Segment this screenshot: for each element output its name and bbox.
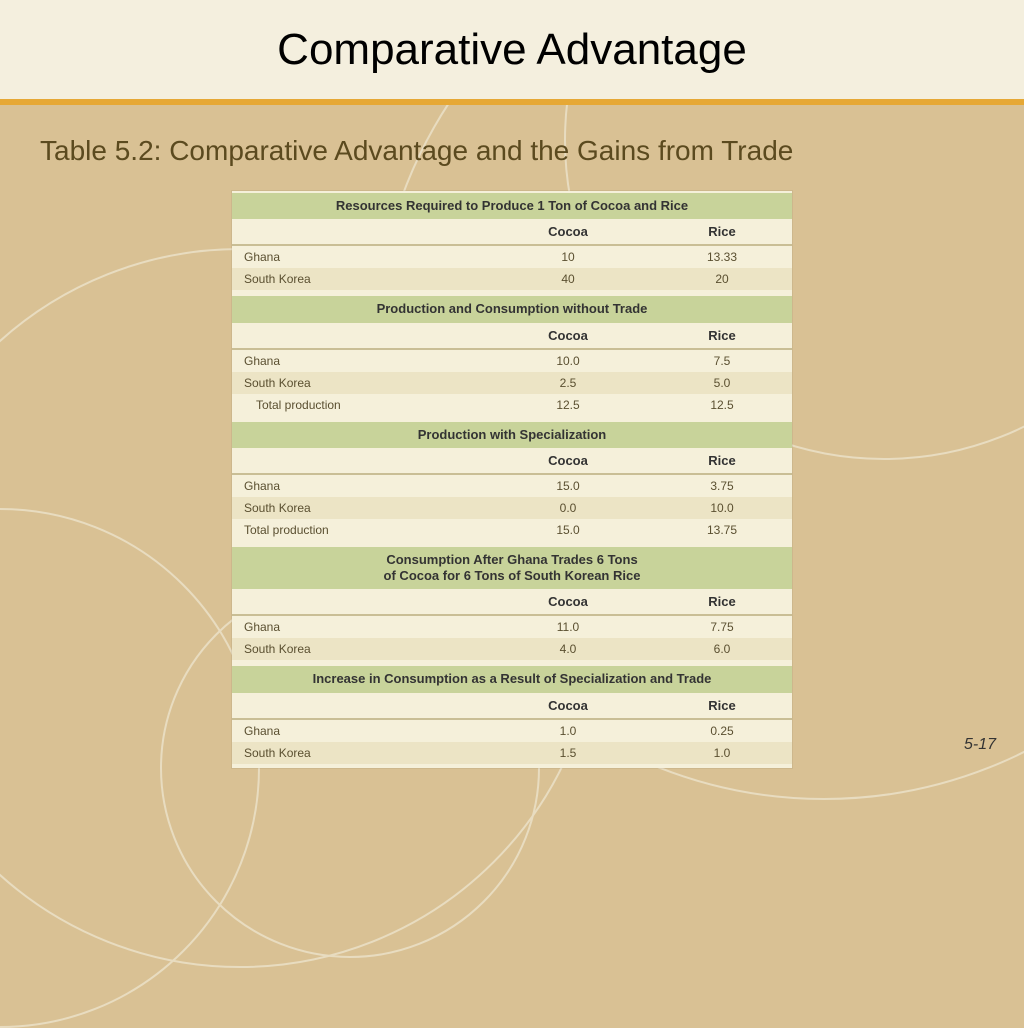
cell-rice: 13.75 xyxy=(652,523,792,537)
column-header-blank xyxy=(232,594,484,609)
column-header-rice: Rice xyxy=(652,224,792,239)
row-label: South Korea xyxy=(232,376,484,390)
column-header-cocoa: Cocoa xyxy=(484,698,652,713)
section-body: Ghana1.00.25South Korea1.51.0 xyxy=(232,720,792,768)
cell-cocoa: 15.0 xyxy=(484,523,652,537)
table-row: South Korea0.010.0 xyxy=(232,497,792,519)
cell-rice: 12.5 xyxy=(652,398,792,412)
column-header-cocoa: Cocoa xyxy=(484,594,652,609)
title-band: Comparative Advantage xyxy=(0,0,1024,105)
table-caption: Table 5.2: Comparative Advantage and the… xyxy=(40,135,984,167)
table-row: Ghana1013.33 xyxy=(232,246,792,268)
column-header-blank xyxy=(232,698,484,713)
page-number: 5-17 xyxy=(964,736,996,754)
decorative-arc xyxy=(0,508,260,1028)
table-row: Ghana10.07.5 xyxy=(232,350,792,372)
cell-cocoa: 1.5 xyxy=(484,746,652,760)
row-label: South Korea xyxy=(232,501,484,515)
cell-cocoa: 10 xyxy=(484,250,652,264)
table-row: South Korea4020 xyxy=(232,268,792,290)
row-label: Ghana xyxy=(232,724,484,738)
cell-rice: 7.5 xyxy=(652,354,792,368)
cell-rice: 1.0 xyxy=(652,746,792,760)
row-label: South Korea xyxy=(232,746,484,760)
section-body: Ghana1013.33South Korea4020 xyxy=(232,246,792,294)
table-row: South Korea2.55.0 xyxy=(232,372,792,394)
row-label: Total production xyxy=(232,398,484,412)
column-header-blank xyxy=(232,224,484,239)
page-title: Comparative Advantage xyxy=(277,25,747,75)
column-header-rice: Rice xyxy=(652,328,792,343)
cell-rice: 20 xyxy=(652,272,792,286)
section-body: Ghana11.07.75South Korea4.06.0 xyxy=(232,616,792,664)
cell-cocoa: 1.0 xyxy=(484,724,652,738)
table-row: South Korea1.51.0 xyxy=(232,742,792,764)
row-label: Ghana xyxy=(232,620,484,634)
column-header-row: CocoaRice xyxy=(232,693,792,720)
cell-cocoa: 12.5 xyxy=(484,398,652,412)
column-header-row: CocoaRice xyxy=(232,448,792,475)
section-header: Increase in Consumption as a Result of S… xyxy=(232,664,792,692)
row-label: South Korea xyxy=(232,272,484,286)
section-body: Ghana15.03.75South Korea0.010.0Total pro… xyxy=(232,475,792,545)
cell-rice: 3.75 xyxy=(652,479,792,493)
section-body: Ghana10.07.5South Korea2.55.0Total produ… xyxy=(232,350,792,420)
column-header-rice: Rice xyxy=(652,594,792,609)
section-header: Resources Required to Produce 1 Ton of C… xyxy=(232,191,792,219)
row-label: Ghana xyxy=(232,354,484,368)
row-label: Ghana xyxy=(232,479,484,493)
column-header-blank xyxy=(232,328,484,343)
cell-rice: 6.0 xyxy=(652,642,792,656)
column-header-cocoa: Cocoa xyxy=(484,453,652,468)
cell-rice: 5.0 xyxy=(652,376,792,390)
table-row: Total production12.512.5 xyxy=(232,394,792,416)
table-row: Ghana1.00.25 xyxy=(232,720,792,742)
cell-cocoa: 0.0 xyxy=(484,501,652,515)
column-header-rice: Rice xyxy=(652,453,792,468)
row-label: Ghana xyxy=(232,250,484,264)
section-header: Consumption After Ghana Trades 6 Tonsof … xyxy=(232,545,792,590)
cell-cocoa: 40 xyxy=(484,272,652,286)
column-header-row: CocoaRice xyxy=(232,589,792,616)
column-header-blank xyxy=(232,453,484,468)
cell-rice: 10.0 xyxy=(652,501,792,515)
cell-cocoa: 15.0 xyxy=(484,479,652,493)
cell-rice: 7.75 xyxy=(652,620,792,634)
section-header: Production and Consumption without Trade xyxy=(232,294,792,322)
table-row: Total production15.013.75 xyxy=(232,519,792,541)
column-header-row: CocoaRice xyxy=(232,219,792,246)
column-header-rice: Rice xyxy=(652,698,792,713)
section-header: Production with Specialization xyxy=(232,420,792,448)
row-label: Total production xyxy=(232,523,484,537)
column-header-cocoa: Cocoa xyxy=(484,328,652,343)
cell-cocoa: 10.0 xyxy=(484,354,652,368)
cell-cocoa: 11.0 xyxy=(484,620,652,634)
cell-rice: 13.33 xyxy=(652,250,792,264)
cell-cocoa: 2.5 xyxy=(484,376,652,390)
comparative-advantage-table: Resources Required to Produce 1 Ton of C… xyxy=(232,191,792,768)
cell-cocoa: 4.0 xyxy=(484,642,652,656)
column-header-row: CocoaRice xyxy=(232,323,792,350)
table-row: Ghana11.07.75 xyxy=(232,616,792,638)
table-row: Ghana15.03.75 xyxy=(232,475,792,497)
cell-rice: 0.25 xyxy=(652,724,792,738)
column-header-cocoa: Cocoa xyxy=(484,224,652,239)
table-row: South Korea4.06.0 xyxy=(232,638,792,660)
row-label: South Korea xyxy=(232,642,484,656)
